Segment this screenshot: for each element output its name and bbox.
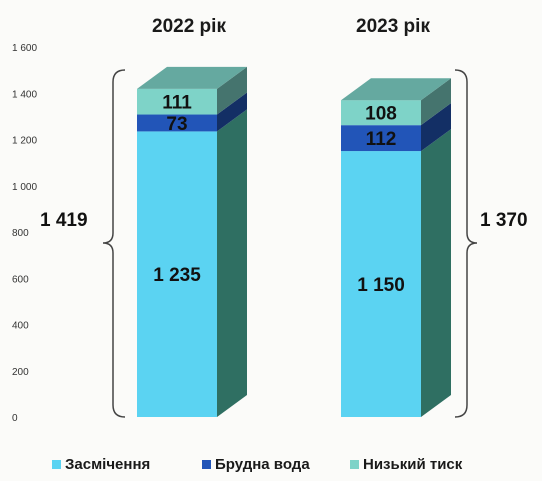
bar-top [137,66,247,89]
segment-label: 108 [365,104,397,125]
segment-label: 1 235 [153,265,201,286]
brace [102,69,126,418]
bar-top [341,78,451,101]
bar-segment-side [217,109,247,417]
segment-label: 73 [166,114,187,135]
y-axis: 0 200 400 600 800 1 000 1 200 1 400 1 600 [12,43,37,424]
y-tick-label: 200 [12,367,29,378]
legend-label: Засмічення [65,456,150,473]
bar-segment-side [421,103,451,152]
legend-swatch [52,460,61,469]
bar-segment [137,88,217,115]
bar-segment [341,125,421,152]
total-label: 1 419 [40,210,88,231]
bar-segment-side [217,66,247,115]
bar-segment [341,100,421,126]
bar-segment [137,114,217,132]
y-tick-label: 1 200 [12,136,37,147]
y-tick-label: 0 [12,413,18,424]
category-label: 2023 рік [356,16,430,37]
y-tick-label: 800 [12,228,29,239]
segment-label: 112 [366,129,397,150]
y-tick-label: 1 600 [12,43,37,54]
legend-swatch [350,460,359,469]
legend-label: Брудна вода [215,456,310,473]
brace [454,69,478,418]
bar-group: 1 150 112 108 2023 рік 1 370 [341,16,528,418]
legend-item: Засмічення [52,456,150,473]
y-tick-label: 1 400 [12,89,37,100]
y-tick-label: 600 [12,274,29,285]
bar-segment [341,151,421,417]
legend-swatch [202,460,211,469]
legend-item: Брудна вода [202,456,310,473]
bar-segment-side [421,129,451,417]
bar-segment-side [421,78,451,126]
bar-segment [137,131,217,417]
segment-label: 1 150 [357,275,405,296]
bar-segment-side [217,92,247,132]
legend-label: Низький тиск [363,456,463,473]
category-label: 2022 рік [152,16,226,37]
y-tick-label: 1 000 [12,182,37,193]
legend: Засмічення Брудна вода Низький тиск [52,456,463,473]
total-label: 1 370 [480,210,528,231]
y-tick-label: 400 [12,321,29,332]
segment-label: 111 [162,93,192,114]
legend-item: Низький тиск [350,456,463,473]
